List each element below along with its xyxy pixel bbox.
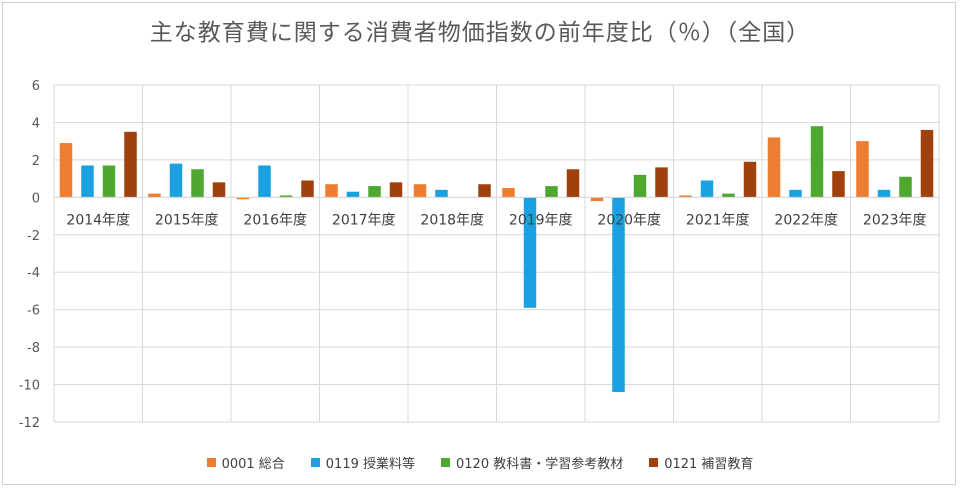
legend-label: 0119 授業料等 xyxy=(325,457,415,472)
bar-4-2017年度 xyxy=(389,182,403,198)
legend-item: 0001 総合 xyxy=(206,453,285,472)
bar-4-2014年度 xyxy=(124,131,137,198)
legend-label: 0120 教科書・学習参考教材 xyxy=(456,457,624,472)
x-tick-label: 2018年度 xyxy=(420,212,484,228)
bar-4-2018年度 xyxy=(478,184,491,198)
bar-3-2017年度 xyxy=(368,186,381,198)
bar-1-2020年度 xyxy=(590,197,604,202)
bar-1-2019年度 xyxy=(502,187,515,198)
legend-swatch xyxy=(310,458,320,467)
legend-swatch xyxy=(441,458,450,467)
bar-1-2017年度 xyxy=(325,184,338,198)
legend-item: 0121 補習教育 xyxy=(649,453,753,472)
x-tick-label: 2016年度 xyxy=(243,212,307,228)
bar-2-2015年度 xyxy=(169,163,183,198)
bar-2-2022年度 xyxy=(789,189,802,198)
bar-4-2023年度 xyxy=(920,129,934,198)
x-tick-label: 2023年度 xyxy=(863,212,927,228)
bar-4-2022年度 xyxy=(832,171,845,198)
x-tick-label: 2017年度 xyxy=(332,212,396,228)
y-tick-label: -8 xyxy=(27,341,40,356)
chart-title: 主な教育費に関する消費者物価指数の前年度比（％）（全国） xyxy=(149,20,811,46)
y-tick-label: -12 xyxy=(19,416,40,431)
bar-2-2019年度 xyxy=(523,197,537,308)
legend-item: 0120 教科書・学習参考教材 xyxy=(441,453,623,472)
legend-item: 0119 授業料等 xyxy=(310,453,415,472)
bar-1-2014年度 xyxy=(59,143,73,198)
y-tick-label: -2 xyxy=(27,229,40,244)
x-tick-label: 2020年度 xyxy=(597,212,661,228)
bar-3-2016年度 xyxy=(279,195,293,198)
y-tick-label: 4 xyxy=(32,116,40,131)
bar-4-2016年度 xyxy=(301,180,314,198)
bar-1-2015年度 xyxy=(148,193,161,198)
y-tick-label: 2 xyxy=(32,154,40,169)
bar-2-2018年度 xyxy=(435,189,448,198)
bar-4-2020年度 xyxy=(655,167,668,198)
bar-2-2016年度 xyxy=(258,165,271,198)
bar-2-2017年度 xyxy=(346,191,360,198)
y-tick-label: 0 xyxy=(32,191,40,206)
bar-4-2019年度 xyxy=(566,169,580,198)
x-tick-label: 2021年度 xyxy=(686,212,750,228)
bar-2-2014年度 xyxy=(81,165,94,198)
legend-label: 0001 総合 xyxy=(221,457,285,472)
bar-3-2015年度 xyxy=(191,169,204,198)
bar-2-2020年度 xyxy=(612,197,625,393)
bar-2-2023年度 xyxy=(877,189,891,198)
bar-3-2021年度 xyxy=(722,193,735,198)
bar-3-2019年度 xyxy=(545,186,558,198)
bar-3-2022年度 xyxy=(810,126,824,198)
bar-1-2016年度 xyxy=(236,197,250,200)
chart-plot: 6 4 2 0 -2 -4 -6 -8 -10 -12 2014年度 2015年度 2016年度 2017… xyxy=(19,79,940,431)
x-tick-label: 2019年度 xyxy=(509,212,573,228)
legend-swatch xyxy=(649,458,659,467)
bar-1-2021年度 xyxy=(679,195,692,198)
bar-3-2020年度 xyxy=(633,174,647,198)
bar-3-2014年度 xyxy=(102,165,116,198)
legend-swatch xyxy=(206,458,216,467)
bar-2-2021年度 xyxy=(700,180,714,198)
chart-legend: 0001 総合 0119 授業料等 0120 教科書・学習参考教材 0121 補習教育 xyxy=(3,453,957,472)
y-tick-label: -6 xyxy=(27,304,40,319)
x-tick-label: 2014年度 xyxy=(66,212,130,228)
x-tick-label: 2015年度 xyxy=(155,212,219,228)
bar-1-2018年度 xyxy=(413,184,427,198)
x-tick-label: 2022年度 xyxy=(774,212,838,228)
y-tick-label: -4 xyxy=(27,266,40,281)
y-tick-label: 6 xyxy=(32,79,40,94)
bar-4-2021年度 xyxy=(743,161,757,198)
bar-4-2015年度 xyxy=(212,182,226,198)
bar-3-2023年度 xyxy=(899,176,912,198)
legend-label: 0121 補習教育 xyxy=(664,457,754,472)
bar-1-2023年度 xyxy=(856,141,869,198)
bar-1-2022年度 xyxy=(767,137,781,198)
y-tick-label: -10 xyxy=(19,379,40,394)
